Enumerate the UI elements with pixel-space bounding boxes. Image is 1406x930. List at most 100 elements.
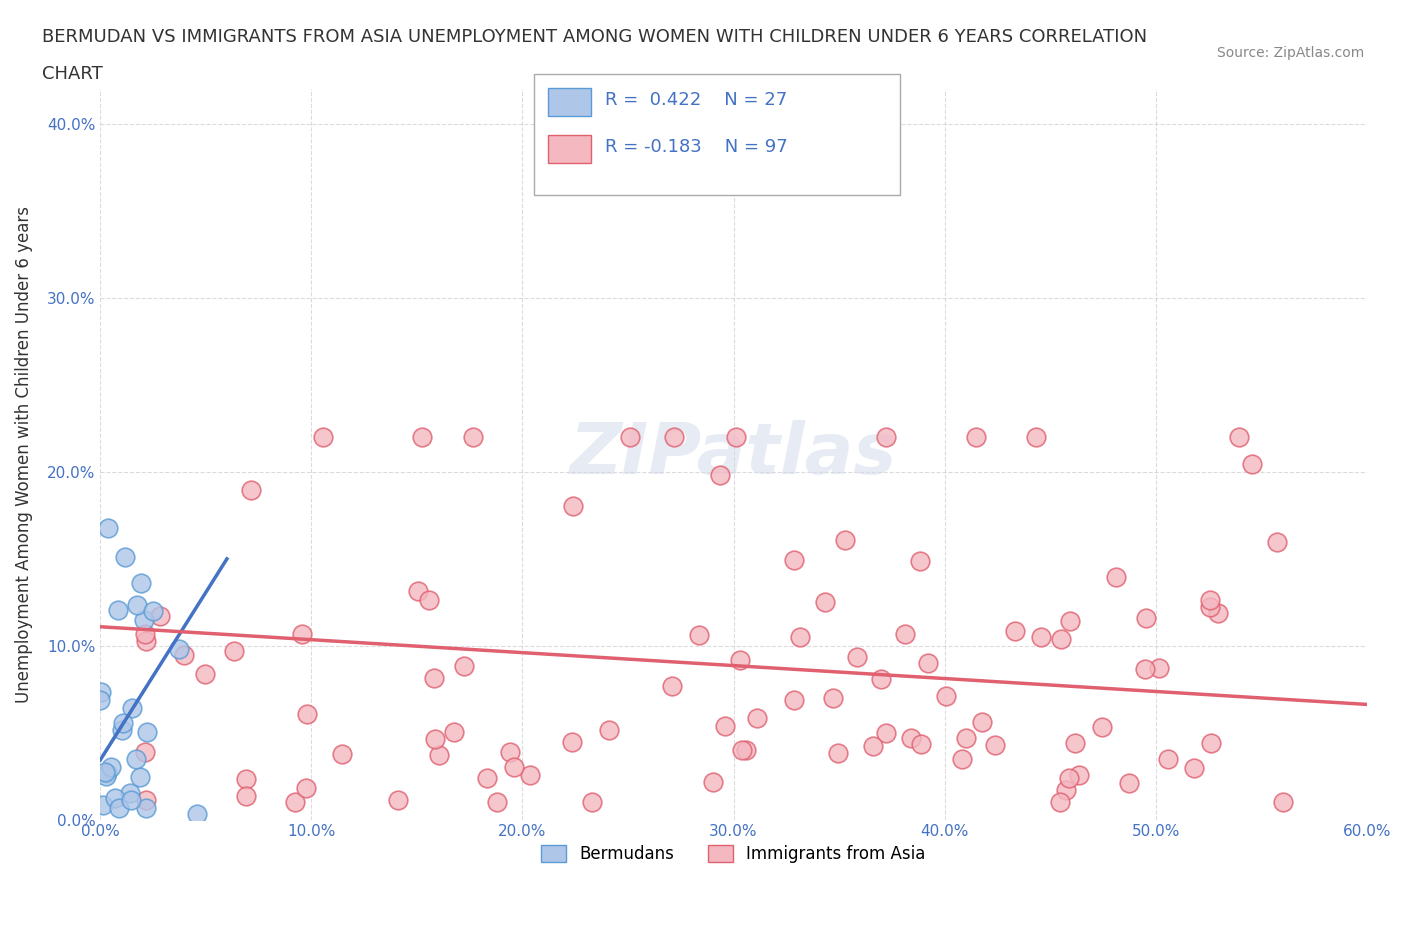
Point	[1199, 736, 1222, 751]
Point	[745, 711, 768, 726]
Point	[135, 634, 157, 649]
Point	[149, 608, 172, 623]
Point	[827, 745, 849, 760]
Point	[661, 678, 683, 693]
Point	[423, 671, 446, 685]
Point	[598, 723, 620, 737]
Point	[169, 641, 191, 656]
Point	[875, 726, 897, 741]
Point	[917, 656, 939, 671]
Point	[418, 592, 440, 607]
Point	[475, 771, 498, 786]
Text: R =  0.422    N = 27: R = 0.422 N = 27	[605, 91, 787, 110]
Point	[910, 737, 932, 751]
Point	[107, 800, 129, 815]
Text: ZIPatlas: ZIPatlas	[569, 420, 897, 489]
Point	[1147, 661, 1170, 676]
Point	[235, 789, 257, 804]
Point	[862, 738, 884, 753]
Point	[1054, 783, 1077, 798]
Point	[1064, 736, 1087, 751]
Point	[121, 700, 143, 715]
Point	[312, 430, 335, 445]
Point	[713, 718, 735, 733]
Point	[120, 785, 142, 800]
Point	[295, 780, 318, 795]
Point	[1105, 569, 1128, 584]
Point	[429, 748, 451, 763]
Point	[194, 667, 217, 682]
Point	[1199, 600, 1222, 615]
Point	[132, 613, 155, 628]
Point	[295, 706, 318, 721]
Point	[950, 751, 973, 766]
Point	[100, 760, 122, 775]
Point	[1057, 771, 1080, 786]
Point	[1206, 605, 1229, 620]
Point	[846, 649, 869, 664]
Point	[503, 760, 526, 775]
Point	[731, 742, 754, 757]
Point	[1025, 430, 1047, 445]
Point	[709, 468, 731, 483]
Point	[120, 792, 142, 807]
Point	[411, 430, 433, 445]
Point	[783, 693, 806, 708]
Point	[104, 790, 127, 805]
Point	[1059, 614, 1081, 629]
Point	[561, 735, 583, 750]
Point	[725, 430, 748, 445]
Point	[1265, 534, 1288, 549]
Point	[664, 430, 686, 445]
Point	[702, 775, 724, 790]
Point	[499, 745, 522, 760]
Point	[900, 730, 922, 745]
Point	[134, 801, 156, 816]
Point	[935, 689, 957, 704]
Point	[125, 751, 148, 766]
Point	[1133, 662, 1156, 677]
Point	[875, 430, 897, 445]
Point	[821, 691, 844, 706]
Point	[284, 795, 307, 810]
Point	[1004, 623, 1026, 638]
Point	[562, 498, 585, 513]
Point	[894, 627, 917, 642]
Point	[814, 594, 837, 609]
Point	[387, 792, 409, 807]
Point	[1049, 795, 1071, 810]
Point	[984, 737, 1007, 752]
Point	[330, 747, 353, 762]
Point	[688, 628, 710, 643]
Point	[173, 647, 195, 662]
Point	[783, 552, 806, 567]
Point	[107, 603, 129, 618]
Point	[834, 532, 856, 547]
Point	[1157, 751, 1180, 766]
Point	[224, 644, 246, 658]
Point	[1184, 761, 1206, 776]
Point	[1050, 631, 1073, 646]
Point	[519, 768, 541, 783]
Point	[1031, 630, 1053, 644]
Point	[94, 764, 117, 779]
Point	[114, 550, 136, 565]
Point	[485, 795, 508, 810]
Point	[186, 806, 208, 821]
Point	[134, 744, 156, 759]
Point	[453, 659, 475, 674]
Point	[423, 731, 446, 746]
Point	[1272, 795, 1295, 810]
Point	[240, 483, 263, 498]
Point	[1135, 611, 1157, 626]
Point	[142, 604, 165, 618]
Text: BERMUDAN VS IMMIGRANTS FROM ASIA UNEMPLOYMENT AMONG WOMEN WITH CHILDREN UNDER 6 : BERMUDAN VS IMMIGRANTS FROM ASIA UNEMPLO…	[42, 28, 1147, 46]
Point	[406, 583, 429, 598]
Text: R = -0.183    N = 97: R = -0.183 N = 97	[605, 138, 787, 156]
Point	[129, 769, 152, 784]
Point	[1090, 720, 1112, 735]
Text: CHART: CHART	[42, 65, 103, 83]
Point	[965, 430, 987, 445]
Point	[91, 797, 114, 812]
Point	[870, 671, 893, 686]
